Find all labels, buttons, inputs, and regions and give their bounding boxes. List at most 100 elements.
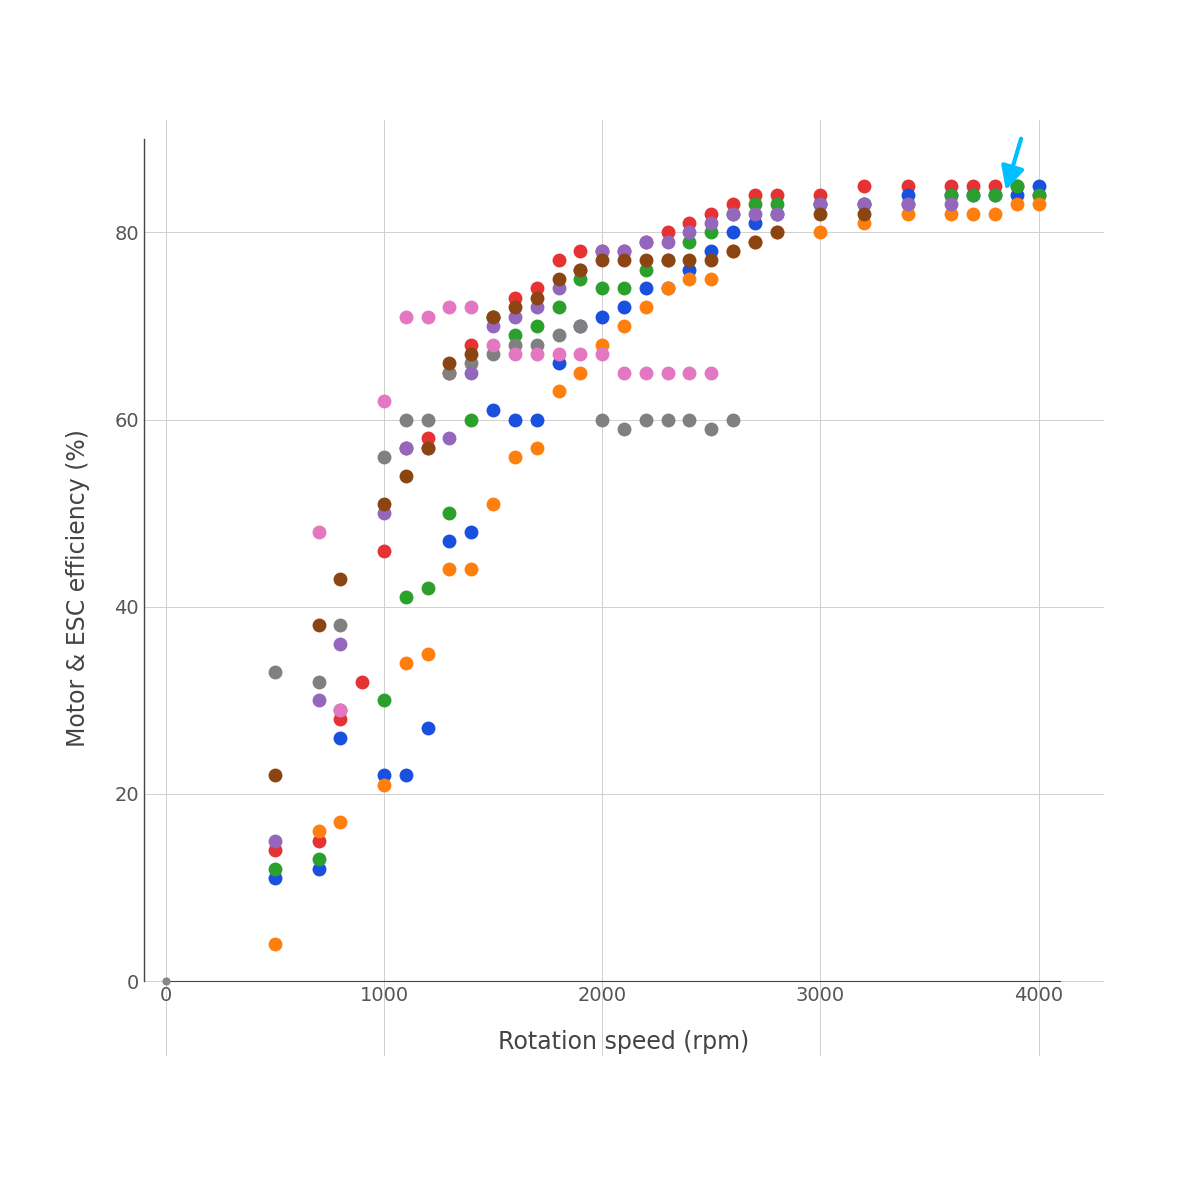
Point <box>548 251 568 270</box>
Point <box>702 270 721 289</box>
Point <box>265 934 284 953</box>
Point <box>680 260 700 280</box>
Point <box>811 194 830 214</box>
Point <box>1028 176 1048 196</box>
Point <box>767 185 786 204</box>
Point <box>636 232 655 251</box>
Point <box>418 410 437 430</box>
Point <box>548 325 568 344</box>
Point <box>593 307 612 326</box>
Point <box>964 185 983 204</box>
Point <box>396 466 415 485</box>
Point <box>854 194 874 214</box>
Point <box>571 317 590 336</box>
Point <box>1007 176 1026 196</box>
Point <box>614 419 634 438</box>
Point <box>484 317 503 336</box>
Point <box>571 270 590 289</box>
Point <box>985 185 1004 204</box>
Point <box>614 278 634 298</box>
Point <box>658 251 677 270</box>
Point <box>745 232 764 251</box>
Point <box>811 194 830 214</box>
Point <box>1028 194 1048 214</box>
Point <box>331 700 350 719</box>
Point <box>374 494 394 514</box>
Point <box>636 251 655 270</box>
Point <box>571 260 590 280</box>
Point <box>614 241 634 260</box>
Point <box>308 850 328 869</box>
Point <box>265 869 284 888</box>
Point <box>440 428 460 448</box>
Point <box>658 232 677 251</box>
Point <box>265 859 284 878</box>
Point <box>1028 185 1048 204</box>
Point <box>548 344 568 364</box>
Point <box>724 241 743 260</box>
Point <box>767 223 786 242</box>
Point <box>505 307 524 326</box>
Point <box>1028 185 1048 204</box>
Point <box>658 364 677 383</box>
Point <box>440 364 460 383</box>
Point <box>854 176 874 196</box>
Point <box>440 354 460 373</box>
Y-axis label: Motor & ESC efficiency (%): Motor & ESC efficiency (%) <box>66 430 90 746</box>
Point <box>440 298 460 317</box>
Point <box>308 691 328 710</box>
Point <box>308 822 328 841</box>
Point <box>418 644 437 664</box>
Point <box>396 653 415 672</box>
Point <box>1007 194 1026 214</box>
Point <box>265 840 284 859</box>
Point <box>702 364 721 383</box>
Point <box>636 260 655 280</box>
Point <box>331 728 350 748</box>
Point <box>942 185 961 204</box>
Point <box>854 194 874 214</box>
Point <box>593 344 612 364</box>
Point <box>942 194 961 214</box>
Point <box>265 662 284 682</box>
Point <box>680 410 700 430</box>
Point <box>527 410 546 430</box>
Point <box>593 251 612 270</box>
Point <box>985 176 1004 196</box>
Point <box>571 317 590 336</box>
Point <box>636 364 655 383</box>
Point <box>505 410 524 430</box>
Point <box>593 278 612 298</box>
Point <box>396 410 415 430</box>
Point <box>724 194 743 214</box>
Point <box>265 766 284 785</box>
Point <box>680 251 700 270</box>
Point <box>854 204 874 223</box>
Point <box>1007 185 1026 204</box>
Point <box>527 344 546 364</box>
Point <box>462 364 481 383</box>
Point <box>505 298 524 317</box>
Point <box>308 672 328 691</box>
Point <box>462 354 481 373</box>
Point <box>571 344 590 364</box>
Point <box>527 278 546 298</box>
Point <box>548 298 568 317</box>
Point <box>702 223 721 242</box>
Point <box>418 307 437 326</box>
Point <box>440 364 460 383</box>
Point <box>854 214 874 233</box>
Point <box>702 251 721 270</box>
Point <box>614 251 634 270</box>
Point <box>484 344 503 364</box>
Point <box>745 185 764 204</box>
Point <box>462 298 481 317</box>
Point <box>658 251 677 270</box>
Point <box>724 241 743 260</box>
Point <box>985 204 1004 223</box>
Point <box>462 559 481 578</box>
Point <box>680 214 700 233</box>
Point <box>440 504 460 523</box>
Point <box>658 223 677 242</box>
Point <box>964 185 983 204</box>
